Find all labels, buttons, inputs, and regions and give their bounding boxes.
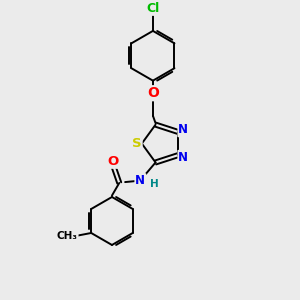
Text: O: O (107, 155, 118, 168)
Text: Cl: Cl (146, 2, 160, 15)
Text: N: N (178, 151, 188, 164)
Text: N: N (135, 174, 145, 187)
Text: N: N (178, 123, 188, 136)
Text: CH₃: CH₃ (57, 231, 78, 241)
Text: S: S (132, 137, 142, 150)
Text: H: H (150, 179, 159, 189)
Text: O: O (147, 86, 159, 100)
